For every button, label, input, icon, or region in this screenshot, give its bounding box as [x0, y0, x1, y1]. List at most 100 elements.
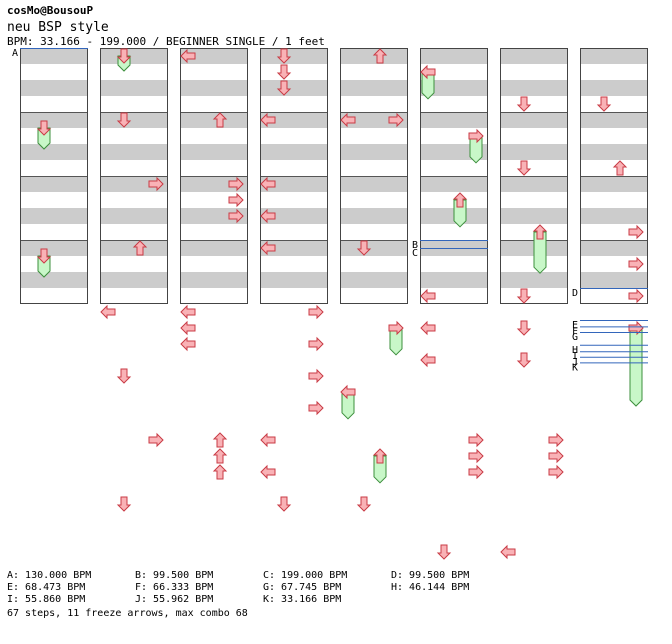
- step-summary: 67 steps, 11 freeze arrows, max combo 68: [7, 608, 248, 619]
- beat-band: [420, 80, 488, 96]
- step-arrow-left: [100, 304, 116, 320]
- bpm-legend-i: I: 55.860 BPM: [7, 594, 86, 605]
- beat-band: [180, 272, 248, 288]
- step-arrow-right: [628, 288, 644, 304]
- beat-band: [260, 176, 328, 192]
- beat-band: [260, 208, 328, 224]
- step-arrow-left: [260, 464, 276, 480]
- column-border: [260, 48, 328, 304]
- step-arrow-up: [132, 240, 148, 256]
- beat-band: [260, 272, 328, 288]
- beat-band: [20, 208, 88, 224]
- beat-band: [100, 80, 168, 96]
- beat-band: [420, 112, 488, 128]
- beat-band: [500, 272, 568, 288]
- step-arrow-down: [36, 248, 52, 264]
- step-arrow-left: [420, 288, 436, 304]
- column-border: [580, 48, 648, 304]
- beat-band: [340, 80, 408, 96]
- beat-band: [260, 144, 328, 160]
- step-arrow-right: [468, 448, 484, 464]
- step-arrow-right: [228, 192, 244, 208]
- step-arrow-down: [276, 48, 292, 64]
- step-arrow-left: [420, 320, 436, 336]
- step-arrow-left: [340, 384, 356, 400]
- step-arrow-right: [548, 432, 564, 448]
- step-arrow-left: [340, 112, 356, 128]
- beat-band: [580, 176, 648, 192]
- beat-band: [500, 176, 568, 192]
- beat-band: [180, 112, 248, 128]
- beat-band: [500, 48, 568, 64]
- beat-band: [500, 80, 568, 96]
- step-arrow-right: [468, 432, 484, 448]
- beat-band: [580, 48, 648, 64]
- freeze-arrow-body: [421, 71, 435, 100]
- chart-column: [180, 48, 248, 304]
- beat-band: [180, 208, 248, 224]
- beat-band: [500, 144, 568, 160]
- chart-column: [100, 48, 168, 304]
- step-arrow-left: [180, 336, 196, 352]
- song-title: neu BSP style: [7, 20, 109, 35]
- freeze-arrow-body: [37, 127, 51, 150]
- step-arrow-down: [116, 368, 132, 384]
- chart-column: [580, 48, 648, 304]
- bpm-marker-label: B: [412, 240, 418, 251]
- beat-band: [180, 240, 248, 256]
- bpm-marker-label: G: [572, 332, 578, 343]
- step-arrow-left: [260, 176, 276, 192]
- bpm-marker-label: K: [572, 362, 578, 373]
- beat-band: [340, 240, 408, 256]
- freeze-arrow-body: [37, 255, 51, 278]
- step-arrow-down: [36, 120, 52, 136]
- freeze-arrow-body: [629, 327, 643, 407]
- bpm-marker-label: A: [12, 48, 18, 59]
- step-arrow-left: [260, 208, 276, 224]
- beat-band: [260, 80, 328, 96]
- bpm-legend-e: E: 68.473 BPM: [7, 582, 86, 593]
- step-arrow-right: [308, 368, 324, 384]
- step-arrow-down: [516, 96, 532, 112]
- beat-band: [20, 48, 88, 64]
- beat-band: [580, 208, 648, 224]
- step-arrow-right: [148, 176, 164, 192]
- beat-band: [500, 208, 568, 224]
- step-arrow-up: [212, 432, 228, 448]
- step-arrow-down: [516, 160, 532, 176]
- step-arrow-right: [468, 464, 484, 480]
- step-arrow-down: [276, 80, 292, 96]
- column-border: [180, 48, 248, 304]
- beat-band: [20, 176, 88, 192]
- beat-band: [340, 48, 408, 64]
- beat-band: [20, 112, 88, 128]
- step-arrow-left: [260, 240, 276, 256]
- step-arrow-down: [516, 352, 532, 368]
- beat-band: [580, 240, 648, 256]
- chart-column: [20, 48, 88, 304]
- beat-band: [340, 176, 408, 192]
- freeze-arrow-body: [341, 391, 355, 420]
- beat-band: [260, 112, 328, 128]
- step-arrow-left: [180, 304, 196, 320]
- step-arrow-left: [180, 320, 196, 336]
- beat-band: [180, 48, 248, 64]
- step-arrow-down: [116, 112, 132, 128]
- bpm-legend-c: C: 199.000 BPM: [263, 570, 348, 581]
- beat-band: [340, 144, 408, 160]
- step-arrow-left: [260, 432, 276, 448]
- bpm-marker-label: H: [572, 345, 578, 356]
- beat-band: [580, 112, 648, 128]
- beat-band: [20, 272, 88, 288]
- step-arrow-up: [212, 448, 228, 464]
- step-arrow-right: [228, 176, 244, 192]
- chart-column: [340, 48, 408, 304]
- bpm-legend-h: H: 46.144 BPM: [391, 582, 470, 593]
- beat-band: [100, 48, 168, 64]
- step-arrow-right: [308, 336, 324, 352]
- column-border: [340, 48, 408, 304]
- step-arrow-left: [500, 544, 516, 560]
- beat-band: [100, 176, 168, 192]
- beat-band: [420, 272, 488, 288]
- bpm-legend-j: J: 55.962 BPM: [135, 594, 214, 605]
